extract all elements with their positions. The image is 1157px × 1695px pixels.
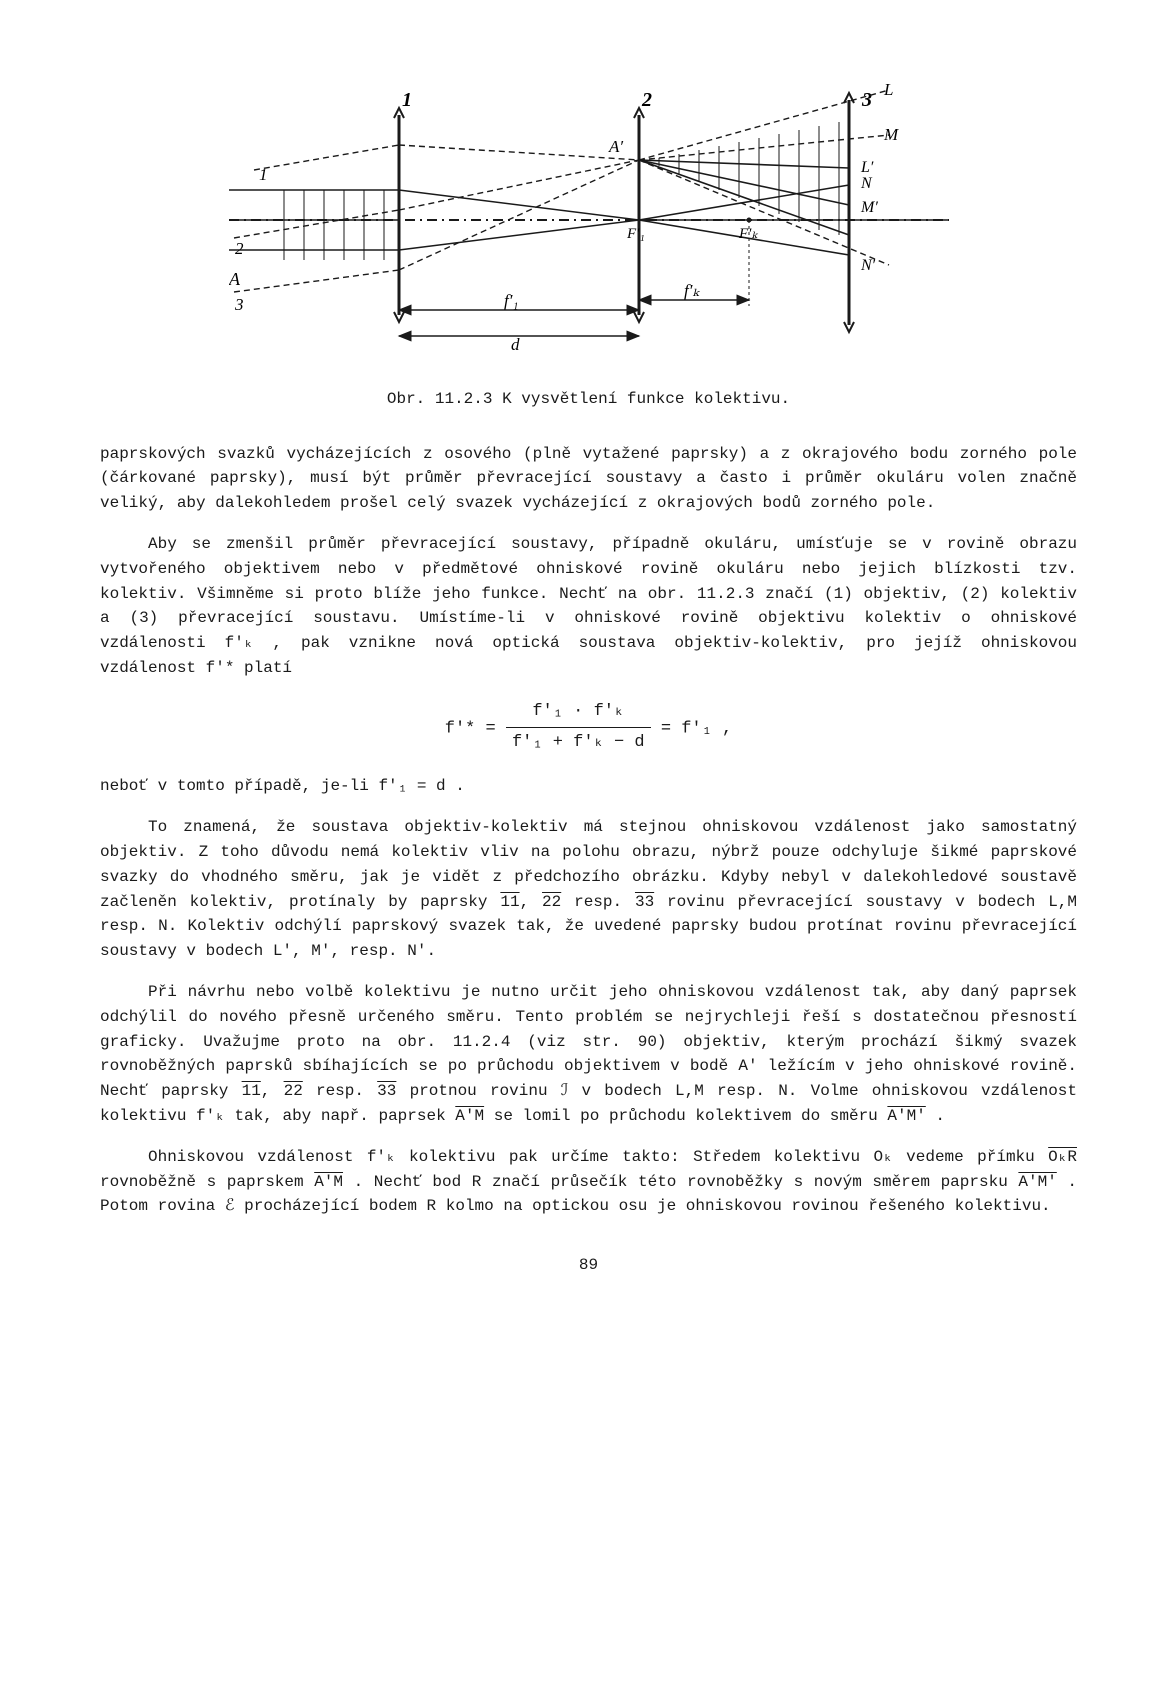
label-L-prime: L′ — [860, 159, 874, 176]
label-N-prime: N′ — [860, 257, 876, 274]
formula-lhs: f′* = — [445, 719, 496, 738]
label-F1-prime: F′₁ — [626, 226, 645, 242]
label-fkp: f′ₖ — [684, 281, 700, 300]
overline-AM: A′M — [455, 1107, 484, 1125]
optics-diagram-svg: 1 2 3 A 1 2 3 A — [229, 60, 949, 350]
label-N: N — [860, 175, 873, 192]
paragraph-5: Při návrhu nebo volbě kolektivu je nutno… — [100, 980, 1077, 1129]
p6-text-c: . Nechť bod R značí průsečík této rovnob… — [354, 1173, 1019, 1191]
overline-11-b: 11 — [242, 1082, 261, 1100]
label-lens-1: 1 — [402, 89, 412, 111]
label-M: M — [883, 125, 899, 144]
p6-text-b: rovnoběžně s paprskem — [100, 1173, 314, 1191]
label-L: L — [883, 80, 893, 99]
paragraph-3: neboť v tomto případě, je-li f′₁ = d . — [100, 774, 1077, 799]
overline-AM-b: A′M — [314, 1173, 343, 1191]
paragraph-2: Aby se zmenšil průměr převracející soust… — [100, 532, 1077, 681]
overline-AMp: A′M′ — [887, 1107, 925, 1125]
figure-11-2-3: 1 2 3 A 1 2 3 A — [100, 60, 1077, 359]
p5-text-d: . — [935, 1107, 945, 1125]
overline-OkR: OₖR — [1048, 1148, 1077, 1166]
label-d: d — [511, 335, 520, 350]
formula-numerator: f′₁ · f′ₖ — [506, 699, 651, 728]
figure-caption: Obr. 11.2.3 K vysvětlení funkce kolektiv… — [100, 387, 1077, 412]
page-number: 89 — [100, 1253, 1077, 1278]
label-A: A — [229, 269, 241, 289]
label-lens-3: 3 — [861, 89, 872, 111]
overline-33: 33 — [635, 893, 654, 911]
paragraph-4: To znamená, že soustava objektiv-kolekti… — [100, 815, 1077, 964]
overline-22-b: 22 — [284, 1082, 303, 1100]
label-M-prime: M′ — [860, 199, 878, 216]
label-f1p: f′₁ — [504, 291, 518, 310]
overline-33-b: 33 — [377, 1082, 396, 1100]
overline-22: 22 — [542, 893, 561, 911]
formula-fstar: f′* = f′₁ · f′ₖ f′₁ + f′ₖ − d = f′₁ , — [100, 699, 1077, 757]
paragraph-1: paprskových svazků vycházejících z osové… — [100, 442, 1077, 516]
paragraph-6: Ohniskovou vzdálenost f′ₖ kolektivu pak … — [100, 1145, 1077, 1219]
formula-denominator: f′₁ + f′ₖ − d — [506, 728, 651, 756]
p6-text-a: Ohniskovou vzdálenost f′ₖ kolektivu pak … — [148, 1148, 1048, 1166]
overline-11: 11 — [500, 893, 519, 911]
label-A-prime: A′ — [608, 137, 623, 156]
label-lens-2: 2 — [641, 89, 652, 111]
label-ray-3-left: 3 — [234, 295, 244, 314]
label-ray-2-left: 2 — [235, 239, 244, 258]
formula-rhs: = f′₁ , — [661, 719, 732, 738]
p5-text-c: se lomil po průchodu kolektivem do směru — [494, 1107, 888, 1125]
label-Fk-prime: F′ₖ — [738, 226, 758, 242]
overline-AMp-b: A′M′ — [1018, 1173, 1056, 1191]
